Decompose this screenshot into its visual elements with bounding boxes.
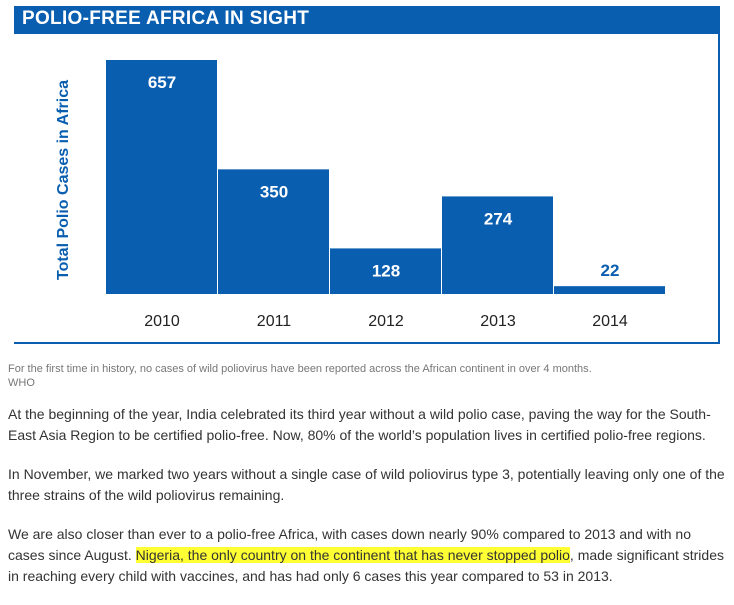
bar-2013 xyxy=(442,196,553,294)
x-tick-label-2012: 2012 xyxy=(368,313,404,330)
paragraph-3-lead: We are also closer than ever to a polio-… xyxy=(8,526,692,563)
paragraph-3: We are also closer than ever to a polio-… xyxy=(8,524,728,587)
x-tick-label-2010: 2010 xyxy=(144,313,180,330)
data-label-2010: 657 xyxy=(148,73,176,92)
article-body: At the beginning of the year, India cele… xyxy=(8,404,728,605)
chart-header-bar: POLIO-FREE AFRICA IN SIGHT xyxy=(14,6,720,34)
x-tick-label-2011: 2011 xyxy=(257,313,292,330)
paragraph-3-tail: , made significant strides in reaching e… xyxy=(8,547,724,584)
bar-2012 xyxy=(330,248,441,294)
bar-2014 xyxy=(554,286,665,294)
bar-2011 xyxy=(218,169,329,294)
data-label-2012: 128 xyxy=(372,261,400,280)
highlighted-text: Nigeria, the only country on the contine… xyxy=(135,547,570,563)
chart-frame: Total Polio Cases in Africa 657 2010 350 201… xyxy=(14,34,720,344)
caption-credit: WHO xyxy=(8,377,35,389)
bar-2010 xyxy=(106,60,217,294)
data-label-2013: 274 xyxy=(484,209,513,228)
caption-text: For the first time in history, no cases … xyxy=(8,363,592,375)
figure-caption: For the first time in history, no cases … xyxy=(8,362,726,390)
x-tick-label-2013: 2013 xyxy=(480,313,516,330)
bar-chart: Total Polio Cases in Africa 657 2010 350 201… xyxy=(55,60,665,330)
chart-title: POLIO-FREE AFRICA IN SIGHT xyxy=(22,8,310,29)
data-label-2014: 22 xyxy=(601,261,620,280)
data-label-2011: 350 xyxy=(260,182,288,201)
paragraph-2: In November, we marked two years without… xyxy=(8,466,725,503)
x-tick-label-2014: 2014 xyxy=(592,313,628,330)
paragraph-1: At the beginning of the year, India cele… xyxy=(8,406,711,443)
y-axis-label: Total Polio Cases in Africa xyxy=(55,80,72,280)
